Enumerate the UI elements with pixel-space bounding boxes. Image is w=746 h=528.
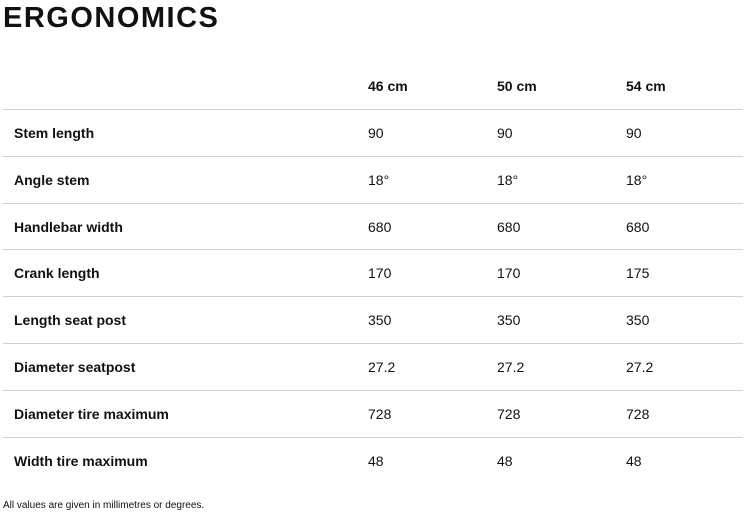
row-label: Crank length [14, 265, 100, 281]
row-divider [3, 343, 743, 344]
footnote: All values are given in millimetres or d… [3, 500, 205, 511]
cell-value: 680 [626, 219, 650, 235]
cell-value: 350 [497, 312, 521, 328]
row-divider [3, 156, 743, 157]
row-divider [3, 437, 743, 438]
cell-value: 350 [626, 312, 650, 328]
row-label: Length seat post [14, 312, 127, 328]
cell-value: 170 [368, 265, 392, 281]
cell-value: 48 [497, 453, 513, 469]
cell-value: 680 [497, 219, 521, 235]
cell-value: 728 [368, 406, 392, 422]
cell-value: 90 [497, 125, 513, 141]
row-divider [3, 296, 743, 297]
cell-value: 170 [497, 265, 521, 281]
row-label: Width tire maximum [14, 453, 148, 469]
row-label: Stem length [14, 125, 95, 141]
cell-value: 18° [368, 172, 390, 188]
column-header: 46 cm [368, 78, 408, 94]
row-label: Angle stem [14, 172, 90, 188]
cell-value: 48 [368, 453, 384, 469]
row-divider [3, 390, 743, 391]
cell-value: 27.2 [497, 359, 525, 375]
cell-value: 90 [626, 125, 642, 141]
cell-value: 350 [368, 312, 392, 328]
row-label: Diameter seatpost [14, 359, 136, 375]
column-header: 54 cm [626, 78, 666, 94]
cell-value: 175 [626, 265, 650, 281]
row-label: Handlebar width [14, 219, 123, 235]
title: ERGONOMICS [3, 2, 220, 34]
row-divider [3, 249, 743, 250]
cell-value: 90 [368, 125, 384, 141]
row-divider [3, 109, 743, 110]
cell-value: 18° [497, 172, 519, 188]
column-header: 50 cm [497, 78, 537, 94]
cell-value: 27.2 [368, 359, 396, 375]
row-label: Diameter tire maximum [14, 406, 169, 422]
row-divider [3, 203, 743, 204]
cell-value: 27.2 [626, 359, 654, 375]
cell-value: 18° [626, 172, 648, 188]
cell-value: 680 [368, 219, 392, 235]
cell-value: 728 [626, 406, 650, 422]
cell-value: 48 [626, 453, 642, 469]
cell-value: 728 [497, 406, 521, 422]
